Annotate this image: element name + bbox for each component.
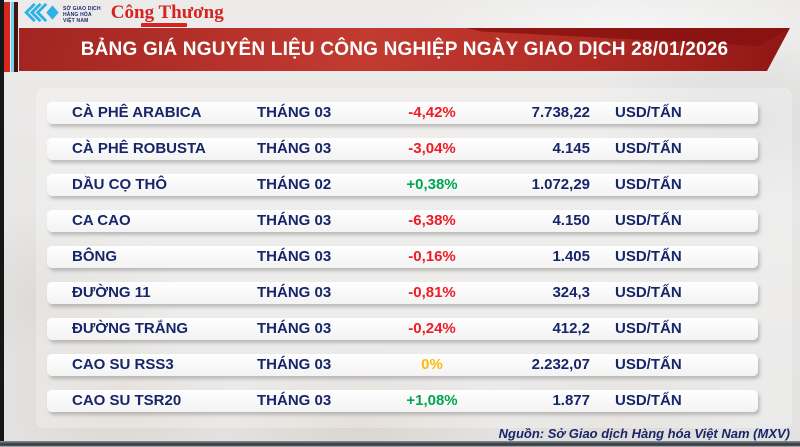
change-percent: -0,16% (408, 248, 456, 265)
commodity-name: DẦU CỌ THÔ (72, 176, 167, 193)
congthuong-tagline-bar (140, 22, 187, 27)
contract-month: THÁNG 03 (257, 392, 332, 409)
bottom-edge-bar (0, 441, 800, 447)
price-unit: USD/TẤN (615, 212, 682, 229)
commodity-name: CAO SU RSS3 (72, 356, 174, 373)
table-row: BÔNG THÁNG 03 -0,16% 1.405 USD/TẤN (47, 246, 758, 268)
contract-month: THÁNG 03 (257, 320, 332, 337)
change-percent: +0,38% (406, 176, 458, 193)
table-row: ĐƯỜNG TRẮNG THÁNG 03 -0,24% 412,2 USD/TẤ… (47, 318, 758, 340)
logo-strip: SỞ GIAO DỊCH HÀNG HÓA VIỆT NAM Công Thươ… (22, 3, 224, 27)
price-value: 1.405 (552, 248, 590, 265)
price-unit: USD/TẤN (615, 176, 682, 193)
commodity-name: ĐƯỜNG TRẮNG (72, 320, 189, 337)
price-unit: USD/TẤN (615, 320, 682, 337)
commodity-name: CÀ PHÊ ARABICA (72, 104, 202, 121)
page-title: BẢNG GIÁ NGUYÊN LIỆU CÔNG NGHIỆP NGÀY GI… (80, 39, 729, 60)
table-row: CÀ PHÊ ARABICA THÁNG 03 -4,42% 7.738,22 … (47, 102, 758, 124)
price-value: 1.072,29 (531, 176, 590, 193)
price-unit: USD/TẤN (615, 140, 682, 157)
price-unit: USD/TẤN (615, 392, 682, 409)
table-row: CAO SU TSR20 THÁNG 03 +1,08% 1.877 USD/T… (47, 390, 758, 412)
price-unit: USD/TẤN (615, 356, 682, 373)
table-row: ĐƯỜNG 11 THÁNG 03 -0,81% 324,3 USD/TẤN (47, 282, 758, 304)
price-value: 324,3 (552, 284, 590, 301)
mxv-logo-text: SỞ GIAO DỊCH HÀNG HÓA VIỆT NAM (63, 6, 101, 24)
contract-month: THÁNG 03 (257, 248, 332, 265)
change-percent: -6,38% (408, 212, 456, 229)
mxv-chevron-icon (22, 2, 59, 28)
contract-month: THÁNG 03 (257, 104, 332, 121)
commodity-name: BÔNG (72, 248, 117, 265)
price-unit: USD/TẤN (615, 104, 682, 121)
commodity-name: CAO SU TSR20 (72, 392, 182, 409)
price-unit: USD/TẤN (615, 248, 682, 265)
source-credit: Nguồn: Sở Giao dịch Hàng hóa Việt Nam (M… (498, 426, 790, 441)
contract-month: THÁNG 03 (257, 140, 332, 157)
accent-bar-cyan (11, 2, 14, 72)
change-percent: 0% (421, 356, 443, 373)
change-percent: -0,24% (408, 320, 456, 337)
change-percent: -0,81% (408, 284, 456, 301)
table-row: CAO SU RSS3 THÁNG 03 0% 2.232,07 USD/TẤN (47, 354, 758, 376)
change-percent: -3,04% (408, 140, 456, 157)
change-percent: -4,42% (408, 104, 456, 121)
change-percent: +1,08% (406, 392, 458, 409)
accent-bar-red (4, 2, 10, 72)
accent-bar-maroon (14, 2, 18, 72)
price-value: 4.150 (552, 212, 590, 229)
price-unit: USD/TẤN (615, 284, 682, 301)
table-row: CÀ PHÊ ROBUSTA THÁNG 03 -3,04% 4.145 USD… (47, 138, 758, 160)
contract-month: THÁNG 03 (257, 212, 332, 229)
title-banner: BẢNG GIÁ NGUYÊN LIỆU CÔNG NGHIỆP NGÀY GI… (19, 28, 790, 71)
contract-month: THÁNG 03 (257, 356, 332, 373)
congthuong-logo-text: Công Thương (110, 1, 224, 23)
price-value: 412,2 (552, 320, 590, 337)
price-value: 2.232,07 (531, 356, 590, 373)
commodity-name: CÀ PHÊ ROBUSTA (72, 140, 206, 157)
congthuong-logo: Công Thương (110, 1, 224, 27)
contract-month: THÁNG 03 (257, 284, 332, 301)
left-edge-bar (0, 0, 4, 447)
price-value: 1.877 (552, 392, 590, 409)
table-row: CA CAO THÁNG 03 -6,38% 4.150 USD/TẤN (47, 210, 758, 232)
mxv-logo: SỞ GIAO DỊCH HÀNG HÓA VIỆT NAM (22, 2, 101, 28)
price-value: 7.738,22 (531, 104, 590, 121)
table-row: DẦU CỌ THÔ THÁNG 02 +0,38% 1.072,29 USD/… (47, 174, 758, 196)
commodity-name: CA CAO (72, 212, 131, 229)
contract-month: THÁNG 02 (257, 176, 332, 193)
price-value: 4.145 (552, 140, 590, 157)
commodity-name: ĐƯỜNG 11 (72, 284, 151, 301)
